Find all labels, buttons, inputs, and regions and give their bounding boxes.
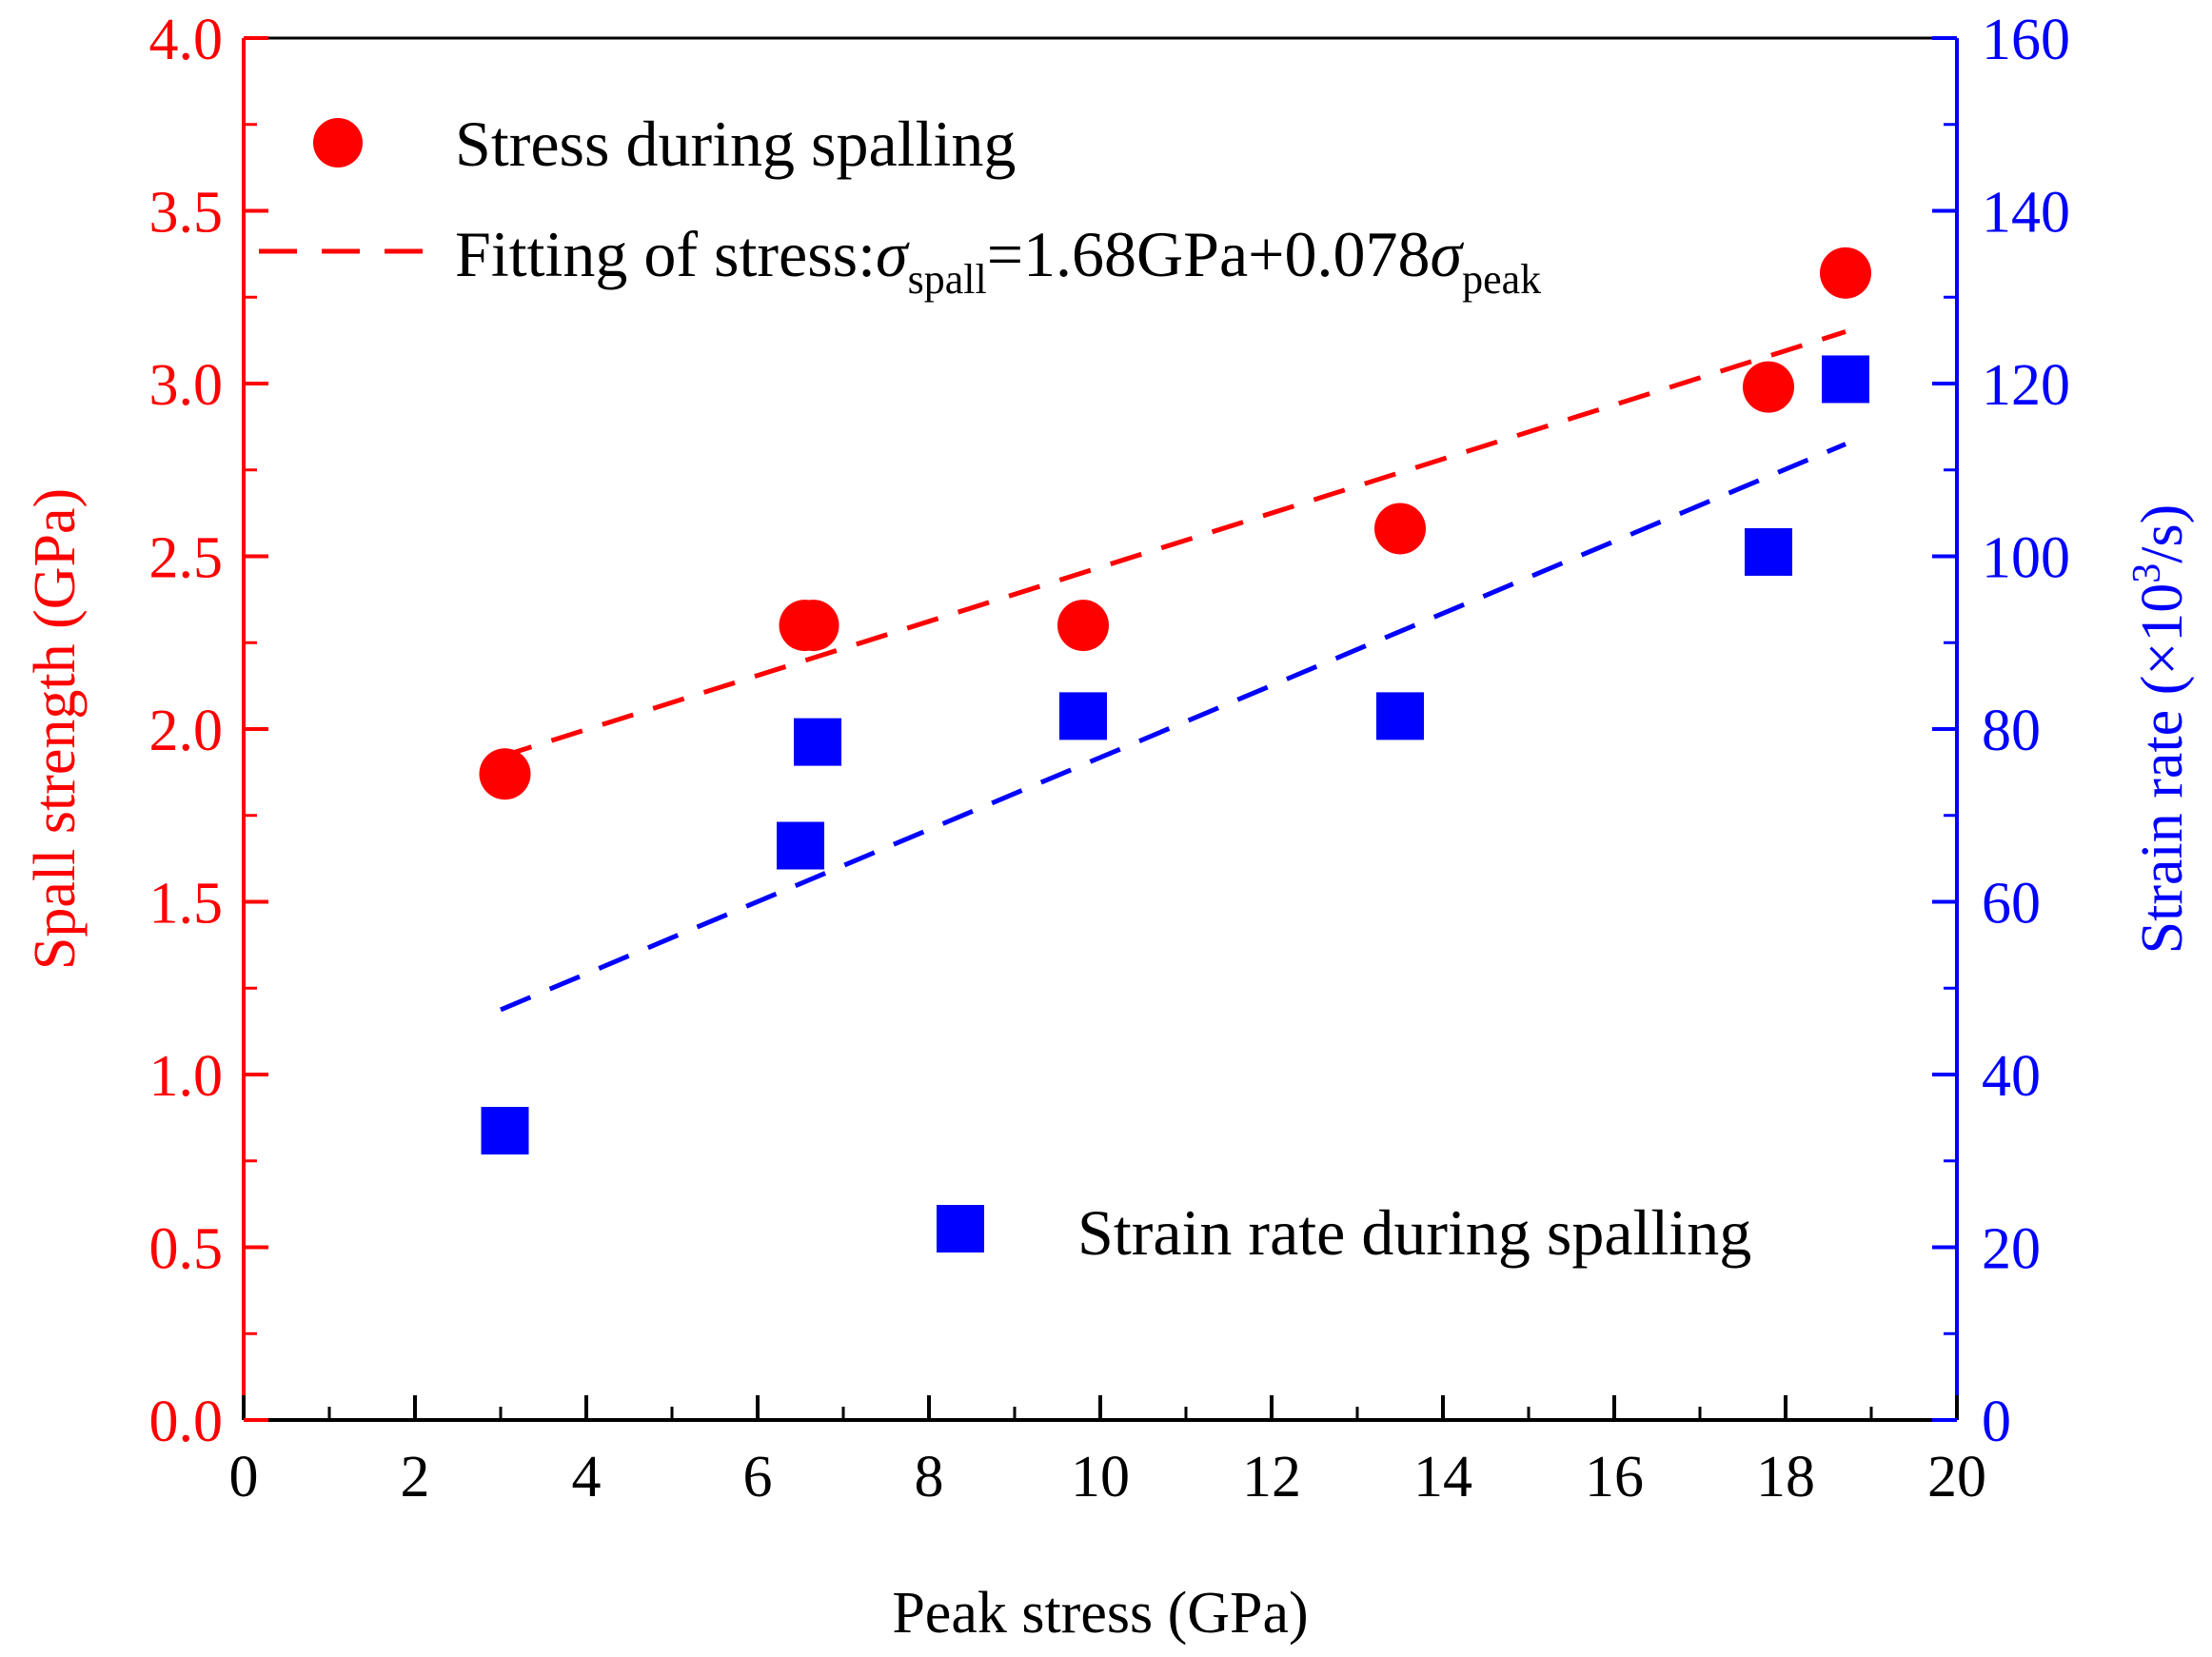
fit-sub-spall: spall bbox=[908, 256, 987, 303]
right-y-axis-title-main: Strain rate (×10 bbox=[2130, 583, 2195, 955]
left-y-tick-label: 3.5 bbox=[149, 181, 224, 246]
stress-point bbox=[1374, 503, 1426, 555]
x-tick-label: 0 bbox=[229, 1445, 259, 1509]
left-y-axis-title: Spall strength (GPa) bbox=[23, 488, 88, 970]
strain-rate-point bbox=[1059, 692, 1107, 740]
fit-equation: =1.68GPa+0.078 bbox=[987, 218, 1431, 290]
right-y-axis-title: Strain rate (×103/s) bbox=[2125, 504, 2195, 955]
left-y-tick-label: 0.5 bbox=[149, 1217, 224, 1282]
x-tick-label: 6 bbox=[743, 1445, 773, 1509]
x-tick-label: 18 bbox=[1756, 1445, 1815, 1509]
fit-line-strain-rate bbox=[500, 442, 1847, 1013]
right-y-tick-label: 0 bbox=[1982, 1390, 2011, 1454]
strain-rate-point bbox=[1376, 692, 1424, 740]
x-tick-label: 2 bbox=[401, 1445, 430, 1509]
right-y-tick-label: 60 bbox=[1982, 872, 2041, 937]
legend-label-stress: Stress during spalling bbox=[455, 108, 1016, 180]
x-tick-label: 14 bbox=[1413, 1445, 1472, 1509]
fit-line-stress bbox=[500, 329, 1847, 759]
fit-prefix: Fitting of stress: bbox=[455, 218, 876, 290]
right-y-axis-title-sup: 3 bbox=[2125, 563, 2169, 583]
left-y-tick-label: 0.0 bbox=[149, 1390, 224, 1454]
series-stress-during-spalling bbox=[479, 247, 1871, 800]
fit-sub-peak: peak bbox=[1462, 256, 1541, 303]
x-tick-label: 10 bbox=[1071, 1445, 1130, 1509]
strain-rate-point bbox=[794, 718, 841, 766]
legend-marker-stress bbox=[313, 118, 363, 168]
right-y-tick-label: 140 bbox=[1982, 181, 2070, 246]
stress-point bbox=[1743, 361, 1794, 413]
x-tick-label: 4 bbox=[572, 1445, 602, 1509]
left-y-tick-label: 4.0 bbox=[149, 8, 224, 72]
x-tick-label: 8 bbox=[915, 1445, 944, 1509]
stress-point bbox=[1057, 600, 1109, 652]
left-y-tick-label: 1.0 bbox=[149, 1044, 224, 1109]
strain-rate-point bbox=[1745, 527, 1792, 576]
left-y-tick-label: 2.0 bbox=[149, 699, 224, 763]
x-tick-label: 16 bbox=[1585, 1445, 1644, 1509]
right-y-tick-label: 20 bbox=[1982, 1217, 2041, 1282]
strain-rate-point bbox=[777, 821, 824, 870]
x-axis-ticks: 0 2 4 6 8 10 12 14 16 18 20 bbox=[229, 1395, 1986, 1509]
x-axis-title: Peak stress (GPa) bbox=[892, 1581, 1308, 1646]
right-y-tick-label: 120 bbox=[1982, 353, 2070, 418]
left-y-tick-label: 1.5 bbox=[149, 872, 224, 937]
strain-rate-point bbox=[1822, 355, 1869, 404]
right-y-axis-ticks: 0 20 40 60 80 100 120 140 160 bbox=[1932, 8, 2070, 1454]
left-y-tick-label: 3.0 bbox=[149, 353, 224, 418]
left-y-axis-ticks: 0.0 0.5 1.0 1.5 2.0 2.5 3.0 3.5 4.0 bbox=[149, 8, 268, 1454]
right-y-tick-label: 40 bbox=[1982, 1044, 2041, 1109]
left-y-tick-label: 2.5 bbox=[149, 526, 224, 591]
fit-sigma-1: σ bbox=[876, 218, 910, 290]
right-y-tick-label: 80 bbox=[1982, 699, 2041, 763]
right-y-tick-label: 160 bbox=[1982, 8, 2070, 72]
stress-point bbox=[787, 600, 839, 652]
right-y-tick-label: 100 bbox=[1982, 526, 2070, 591]
x-tick-label: 20 bbox=[1927, 1445, 1986, 1509]
fit-sigma-2: σ bbox=[1431, 218, 1465, 290]
strain-rate-point bbox=[481, 1106, 529, 1154]
series-strain-rate-during-spalling bbox=[481, 355, 1869, 1154]
stress-point bbox=[479, 748, 531, 800]
legend-label-strain-rate: Strain rate during spalling bbox=[1077, 1196, 1751, 1269]
legend-marker-strain-rate bbox=[937, 1205, 984, 1253]
legend-label-fit: Fitting of stress:σspall=1.68GPa+0.078σp… bbox=[455, 218, 1541, 303]
x-tick-label: 12 bbox=[1242, 1445, 1301, 1509]
stress-point bbox=[1820, 247, 1871, 299]
right-y-axis-title-tail: /s) bbox=[2130, 504, 2195, 563]
